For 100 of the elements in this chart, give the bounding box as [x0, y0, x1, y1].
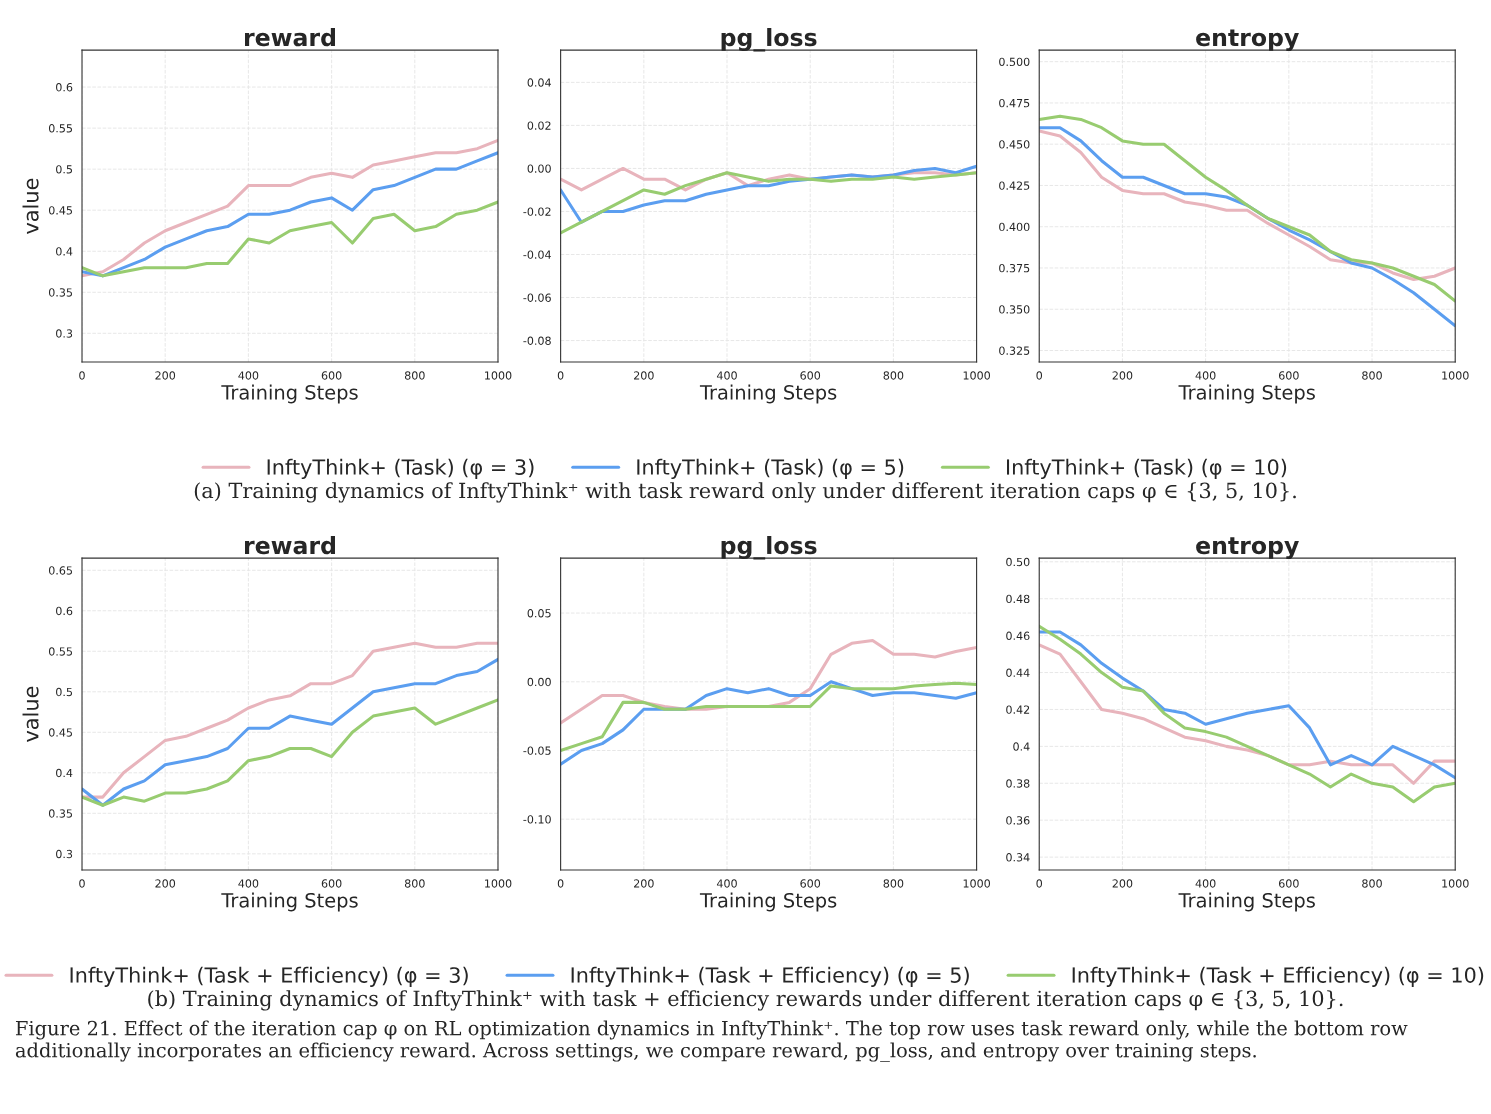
legend-label: InftyThink+ (Task) (φ = 10): [1007, 458, 1287, 479]
x-tick-label: 600: [321, 879, 342, 888]
line-series: [560, 171, 977, 235]
y-tick-label: 0.6: [56, 606, 73, 616]
y-tick-label: 0.34: [1006, 853, 1030, 862]
x-axis-title: Training Steps: [699, 892, 837, 912]
y-tick-label: 0.475: [999, 98, 1030, 108]
y-tick-label: -0.06: [523, 293, 551, 302]
x-tick-label: 200: [634, 371, 654, 380]
line-series: [1039, 624, 1456, 804]
y-tick-label: 0.5: [56, 687, 73, 697]
y-tick-label: 0.38: [1006, 779, 1030, 788]
y-axis-title: value: [22, 686, 39, 742]
y-tick-label: 0.50: [1006, 557, 1030, 567]
y-tick-label: 0.35: [48, 288, 73, 297]
x-axis-title: Training Steps: [1178, 384, 1315, 404]
y-tick-label: 0.4: [56, 768, 73, 778]
x-tick-label: 400: [238, 879, 259, 888]
x-tick-label: 800: [883, 879, 904, 888]
y-tick-label: -0.04: [523, 250, 551, 259]
y-tick-label: 0.400: [999, 222, 1030, 232]
x-tick-label: 200: [155, 879, 176, 888]
x-tick-label: 600: [1278, 371, 1299, 380]
y-tick-label: -0.10: [523, 815, 551, 824]
line-series: [82, 698, 498, 807]
y-tick-label: 0.42: [1006, 705, 1030, 714]
legend-label: InftyThink+ (Task + Efficiency) (φ = 3): [70, 966, 468, 987]
x-tick-label: 1000: [963, 879, 991, 888]
x-tick-label: 0: [557, 879, 564, 888]
y-tick-label: 0.65: [48, 566, 73, 575]
y-tick-label: -0.05: [523, 746, 551, 755]
y-tick-label: 0.55: [48, 647, 73, 656]
caption: Figure 21. Effect of the iteration cap φ on RL optimization dynamics in InftyThink⁺. The top row uses task reward only, while the bottom row additionally incorporates an efficiency reward. Across settings, we compare reward, pg_loss, and entropy over training steps.: [15, 1020, 1408, 1062]
x-tick-label: 800: [1362, 879, 1382, 888]
y-tick-label: 0.00: [527, 677, 551, 687]
y-tick-label: 0.350: [999, 305, 1030, 314]
x-tick-label: 0: [79, 879, 85, 888]
x-tick-label: 400: [238, 371, 259, 380]
x-tick-label: 600: [800, 371, 821, 380]
y-tick-label: 0.48: [1006, 594, 1030, 604]
line-series: [1039, 129, 1456, 282]
x-tick-label: 600: [1278, 879, 1299, 888]
y-tick-label: 0.55: [48, 124, 73, 133]
y-tick-label: 0.02: [527, 121, 551, 130]
x-tick-label: 600: [321, 371, 342, 380]
y-tick-label: -0.02: [523, 207, 551, 216]
x-axis-title: Training Steps: [221, 384, 358, 404]
x-tick-label: 800: [1362, 371, 1382, 380]
x-tick-label: 400: [716, 371, 737, 380]
x-tick-label: 1000: [485, 879, 512, 888]
x-tick-label: 600: [800, 879, 821, 888]
y-tick-label: 0.04: [527, 78, 551, 87]
line-series: [1039, 114, 1456, 303]
x-tick-label: 1000: [963, 371, 991, 380]
legend-label: InftyThink+ (Task) (φ = 3): [267, 458, 534, 479]
x-tick-label: 400: [1195, 371, 1216, 380]
y-tick-label: 0.00: [527, 164, 551, 173]
text: (b) Training dynamics of InftyThink⁺ with task + efficiency rewards under different iteration caps φ ∈ {3, 5, 10}.: [148, 990, 1343, 1011]
legend-label: InftyThink+ (Task + Efficiency) (φ = 10): [1072, 966, 1484, 987]
y-tick-label: 0.44: [1006, 668, 1030, 677]
chart-title: entropy: [1196, 537, 1299, 560]
y-tick-label: 0.4: [1013, 742, 1030, 751]
y-tick-label: 0.36: [1006, 816, 1030, 825]
legend-label: InftyThink+ (Task + Efficiency) (φ = 5): [571, 966, 969, 987]
y-tick-label: 0.46: [1006, 631, 1030, 641]
y-tick-label: 0.425: [999, 181, 1030, 190]
y-tick-label: 0.5: [56, 165, 73, 174]
x-tick-label: 0: [557, 371, 564, 380]
x-tick-label: 0: [1036, 371, 1043, 380]
y-tick-label: 0.450: [999, 140, 1030, 149]
line-series: [560, 681, 977, 753]
y-axis-title: value: [22, 178, 39, 234]
x-tick-label: 800: [404, 879, 425, 888]
x-axis-title: Training Steps: [221, 892, 358, 912]
chart-title: pg_loss: [721, 536, 817, 560]
y-tick-label: 0.3: [56, 329, 73, 338]
x-axis-title: Training Steps: [1178, 892, 1315, 912]
chart-title: pg_loss: [721, 28, 817, 52]
chart-title: reward: [245, 28, 335, 47]
x-tick-label: 800: [883, 371, 904, 380]
x-tick-label: 200: [634, 879, 654, 888]
text: (a) Training dynamics of InftyThink⁺ with task reward only under different iteration caps φ ∈ {3, 5, 10}.: [194, 482, 1296, 503]
x-tick-label: 0: [1036, 879, 1043, 888]
x-tick-label: 200: [1112, 371, 1133, 380]
x-tick-label: 200: [155, 371, 176, 380]
y-tick-label: 0.6: [56, 83, 73, 92]
y-tick-label: 0.500: [999, 57, 1030, 67]
x-tick-label: 1000: [1442, 879, 1469, 888]
y-tick-label: 0.375: [999, 263, 1030, 273]
chart-title: entropy: [1196, 29, 1299, 52]
x-tick-label: 1000: [1442, 371, 1469, 380]
y-tick-label: 0.4: [56, 247, 73, 256]
x-tick-label: 400: [716, 879, 737, 888]
y-tick-label: 0.45: [48, 206, 73, 215]
x-tick-label: 1000: [485, 371, 512, 380]
y-tick-label: 0.3: [56, 849, 73, 859]
chart-title: reward: [245, 536, 335, 555]
x-tick-label: 400: [1195, 879, 1216, 888]
x-tick-label: 800: [404, 371, 425, 380]
x-tick-label: 0: [79, 371, 85, 380]
